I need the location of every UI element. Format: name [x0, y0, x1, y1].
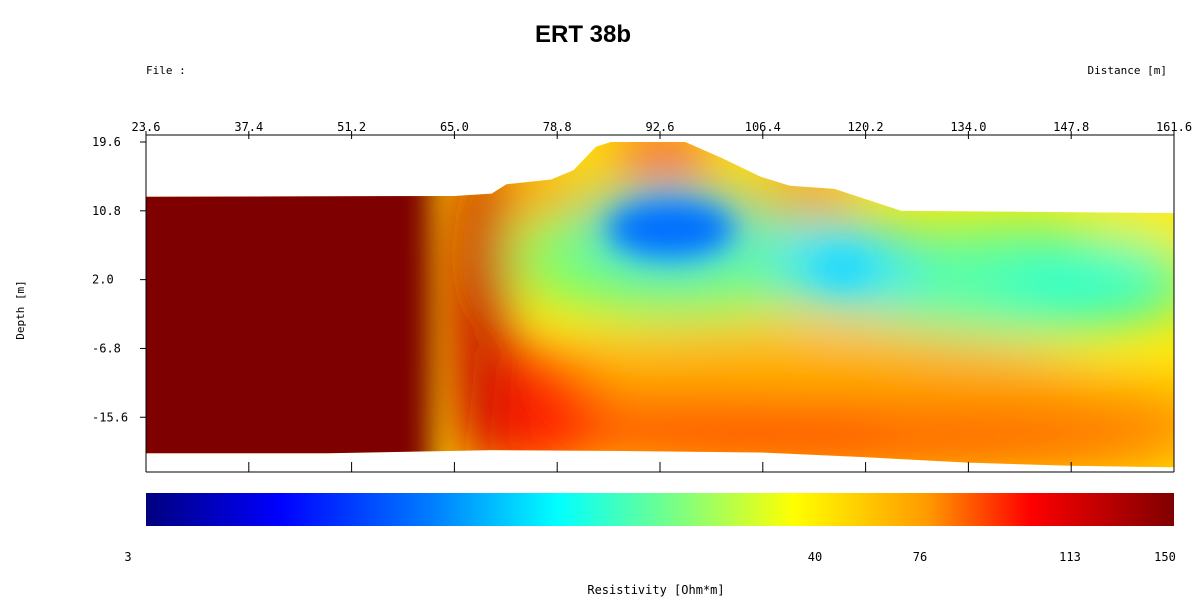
colorbar-tick-label: 3 — [124, 550, 131, 564]
x-tick-label: 92.6 — [646, 120, 675, 134]
field-blob — [499, 177, 589, 210]
colorbar-tick-label: 113 — [1059, 550, 1081, 564]
x-tick-label: 78.8 — [543, 120, 572, 134]
colorbar-ticks: 3 40 76 113 150 — [124, 550, 1175, 564]
low-resistivity-zone-2 — [813, 249, 870, 286]
x-tick-label: 161.6 — [1156, 120, 1192, 134]
x-tick-label: 37.4 — [234, 120, 263, 134]
resistivity-section — [146, 142, 1174, 468]
colorbar-label: Resistivity [Ohm*m] — [587, 583, 724, 597]
x-tick-label: 147.8 — [1053, 120, 1089, 134]
colorbar-tick-label: 76 — [913, 550, 927, 564]
file-label: File : — [146, 64, 186, 77]
x-tick-label: 120.2 — [848, 120, 884, 134]
x-tick-label: 106.4 — [745, 120, 781, 134]
x-tick-label: 23.6 — [132, 120, 161, 134]
colorbar — [146, 493, 1174, 526]
high-resistivity-zone — [146, 142, 433, 468]
y-tick-label: -6.8 — [92, 341, 121, 355]
y-tick-label: 2.0 — [92, 273, 114, 287]
colorbar-tick-label: 150 — [1154, 550, 1176, 564]
y-tick-label: -15.6 — [92, 410, 128, 424]
low-resistivity-zone — [608, 202, 733, 255]
x-axis-label: Distance [m] — [1088, 64, 1167, 77]
chart-title: ERT 38b — [535, 21, 631, 48]
colorbar-tick-label: 40 — [808, 550, 822, 564]
field-blob — [610, 142, 716, 178]
field-blob — [528, 420, 1174, 468]
field-blob — [744, 177, 865, 210]
x-tick-label: 51.2 — [337, 120, 366, 134]
y-axis-label: Depth [m] — [14, 280, 27, 340]
x-tick-label: 134.0 — [950, 120, 986, 134]
field-blob — [998, 248, 1174, 327]
x-tick-label: 65.0 — [440, 120, 469, 134]
transition-zone — [446, 142, 507, 468]
y-tick-label: 10.8 — [92, 204, 121, 218]
y-tick-label: 19.6 — [92, 135, 121, 149]
axes: 23.6 37.4 51.2 65.0 78.8 92.6 106.4 120.2 134.0 1… — [92, 120, 1192, 473]
